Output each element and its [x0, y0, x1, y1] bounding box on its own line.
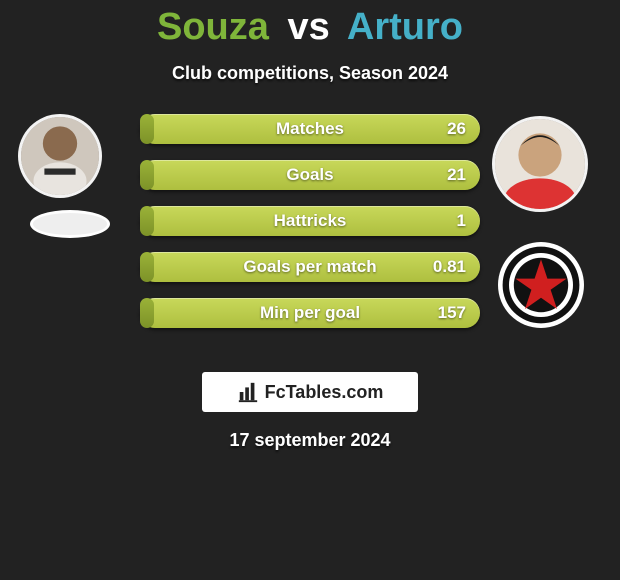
player1-club-logo — [30, 210, 110, 238]
stat-bar-value: 157 — [438, 298, 466, 328]
bar-chart-icon — [237, 381, 259, 403]
stat-bar-label: Min per goal — [140, 298, 480, 328]
stat-bar-value: 26 — [447, 114, 466, 144]
compare-title: Souza vs Arturo — [0, 0, 620, 49]
stat-bar: Matches26 — [140, 114, 480, 144]
stat-bar-value: 21 — [447, 160, 466, 190]
subtitle: Club competitions, Season 2024 — [0, 63, 620, 84]
stat-bar-label: Hattricks — [140, 206, 480, 236]
brand-box[interactable]: FcTables.com — [202, 372, 418, 412]
stat-bar-label: Goals — [140, 160, 480, 190]
date-text: 17 september 2024 — [0, 430, 620, 451]
stat-bar-value: 1 — [457, 206, 466, 236]
stat-bars: Matches26 Goals21 Hattricks1 Goals per matc… — [140, 114, 480, 344]
club-crest-icon — [501, 245, 581, 325]
brand-text: FcTables.com — [265, 382, 384, 403]
comparison-stage: Matches26 Goals21 Hattricks1 Goals per matc… — [0, 114, 620, 354]
stat-bar-value: 0.81 — [433, 252, 466, 282]
stat-bar: Hattricks1 — [140, 206, 480, 236]
stat-bar: Min per goal157 — [140, 298, 480, 328]
stat-bar-label: Goals per match — [140, 252, 480, 282]
player1-avatar-svg — [21, 117, 99, 195]
player2-avatar — [492, 116, 588, 212]
stat-bar: Goals per match0.81 — [140, 252, 480, 282]
player2-avatar-svg — [495, 119, 585, 209]
player1-avatar — [18, 114, 102, 198]
player1-name: Souza — [157, 6, 269, 48]
player2-name: Arturo — [347, 6, 463, 48]
vs-text: vs — [287, 6, 329, 48]
stat-bar: Goals21 — [140, 160, 480, 190]
player2-club-logo — [498, 242, 584, 328]
stat-bar-label: Matches — [140, 114, 480, 144]
